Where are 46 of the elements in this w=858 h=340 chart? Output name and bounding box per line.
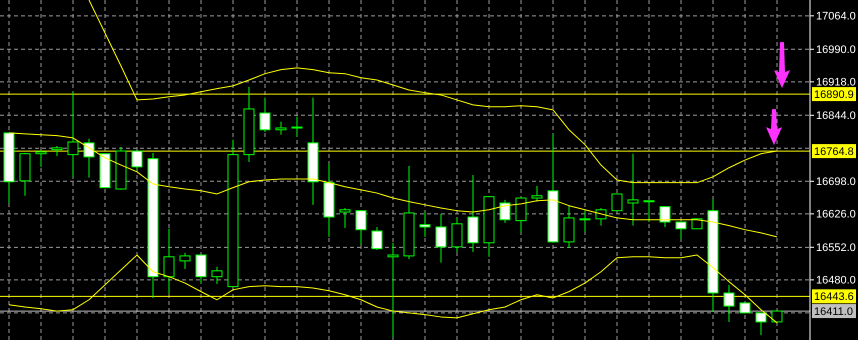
ref-line-label: 16764.8	[814, 146, 854, 158]
candlestick	[292, 116, 302, 138]
y-tick-label: 17064.0	[816, 10, 856, 23]
y-tick-label: 16698.0	[816, 176, 856, 188]
candlestick	[196, 254, 206, 284]
y-tick-label: 16844.0	[816, 110, 856, 122]
y-tick-label: 16552.0	[816, 242, 856, 254]
candlestick	[132, 150, 142, 170]
candlestick	[596, 207, 606, 226]
candlestick	[612, 193, 622, 212]
ref-line-label: 16890.9	[814, 88, 854, 101]
candlestick	[740, 302, 750, 314]
candlestick	[180, 252, 190, 270]
candlestick	[676, 221, 686, 240]
candlestick	[52, 146, 62, 156]
candlestick	[660, 206, 670, 228]
y-tick-label: 16480.0	[816, 274, 856, 287]
candlestick	[84, 138, 94, 178]
candlestick	[452, 217, 462, 252]
candlestick	[628, 153, 638, 226]
candlestick	[68, 91, 78, 178]
ref-line-label: 16411.0	[814, 306, 853, 318]
candlestick	[500, 199, 510, 224]
candlestick	[580, 209, 590, 232]
y-tick-label: 16990.0	[816, 44, 856, 56]
candlestick	[420, 212, 430, 238]
candlestick	[644, 200, 654, 222]
candlestick	[724, 284, 734, 322]
candlestick	[260, 97, 270, 133]
candlestick	[372, 226, 382, 251]
candlestick	[212, 266, 222, 284]
y-tick-label: 16918.0	[816, 76, 856, 89]
candlestick	[340, 207, 350, 228]
candlestick	[772, 310, 782, 322]
candlestick	[164, 228, 174, 294]
candlestick	[532, 185, 542, 202]
candlestick	[276, 121, 286, 136]
y-tick-label: 16626.0	[816, 208, 856, 221]
candlestick	[356, 210, 366, 246]
candlestick	[564, 205, 574, 248]
candlestick	[388, 242, 398, 338]
candlestick	[436, 213, 446, 264]
candlestick	[36, 149, 46, 168]
candlestick	[756, 312, 766, 336]
ref-line-label: 16443.6	[814, 291, 854, 304]
candlestick	[516, 198, 526, 234]
